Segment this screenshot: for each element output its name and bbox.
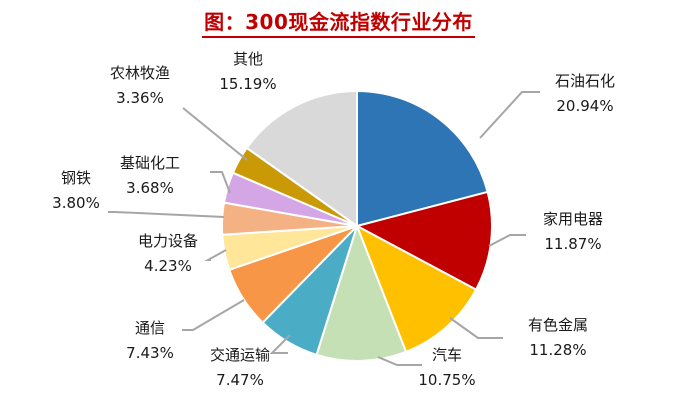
leader-line-5 [269,334,291,354]
slice-label-4: 汽车 [432,346,462,364]
slice-label-11: 其他 [233,50,263,68]
slice-value-label-10: 3.36% [116,89,164,107]
pie-slice-3 [355,223,478,354]
slice-label-3: 有色金属 [528,316,588,334]
leader-line-6 [182,299,245,331]
pie-slice-11 [245,89,358,228]
leader-line-9 [210,171,231,194]
leader-line-3 [449,317,503,339]
slice-value-label-5: 7.47% [216,371,264,389]
slice-value-label-6: 7.43% [126,344,174,362]
slice-value-label-4: 10.75% [418,371,475,389]
slice-value-label-9: 3.68% [126,179,174,197]
slice-value-label-8: 3.80% [52,194,100,212]
slice-label-2: 家用电器 [543,210,603,228]
leader-line-1 [479,91,540,139]
slice-value-label-2: 11.87% [544,235,601,253]
leader-line-7 [204,249,227,261]
slice-label-8: 钢铁 [61,169,91,187]
chart-title: 图：300现金流指数行业分布 [0,6,677,38]
slice-value-label-3: 11.28% [529,341,586,359]
slice-label-10: 农林牧渔 [110,64,170,82]
leader-line-10 [182,107,248,161]
leader-line-4 [377,356,422,366]
pie-slice-4 [315,222,408,362]
pie-slice-2 [354,190,493,291]
slice-value-label-11: 15.19% [219,75,276,93]
leader-line-8 [108,211,225,218]
slice-label-7: 电力设备 [138,232,198,250]
slice-label-1: 石油石化 [555,72,615,90]
slice-label-9: 基础化工 [120,154,180,172]
slice-label-6: 通信 [135,319,165,337]
slice-value-label-1: 20.94% [556,97,613,115]
leader-line-2 [488,234,526,247]
pie-slice-1 [356,89,489,228]
slice-label-5: 交通运输 [210,346,270,364]
slice-value-label-7: 4.23% [144,257,192,275]
chart-title-text: 图：300现金流指数行业分布 [202,6,475,38]
